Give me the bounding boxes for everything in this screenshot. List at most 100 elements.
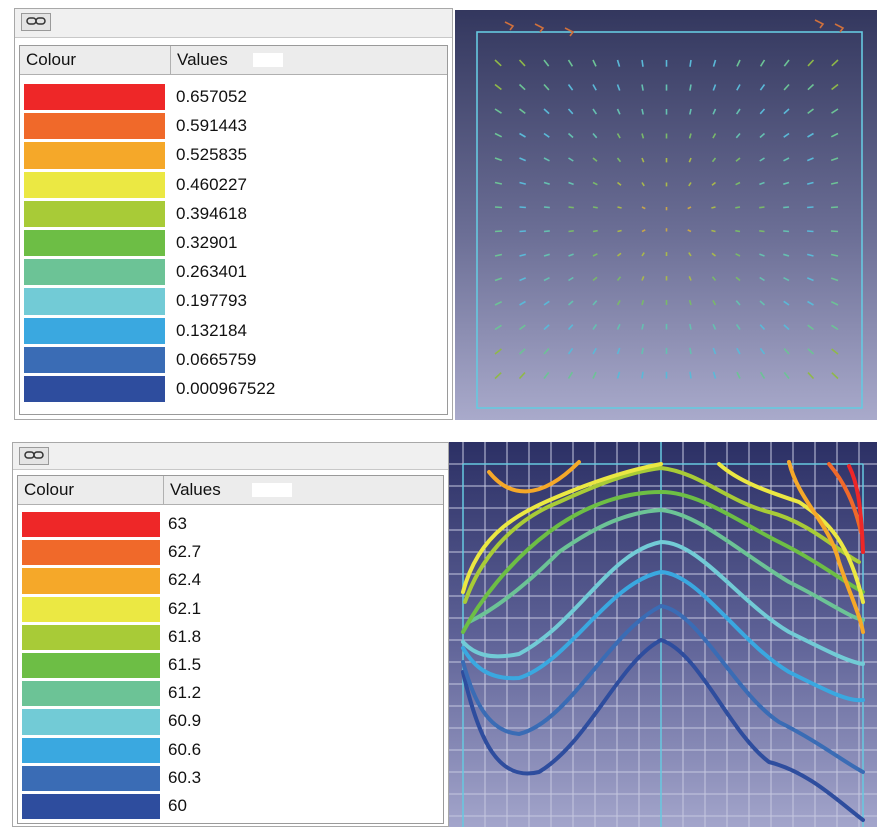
legend-row: 0.591443 bbox=[20, 111, 447, 140]
velocity-arrow bbox=[543, 348, 550, 355]
colour-column-header[interactable]: Colour bbox=[20, 46, 171, 74]
legend-value[interactable]: 0.591443 bbox=[176, 116, 247, 136]
colour-column-header[interactable]: Colour bbox=[18, 476, 164, 504]
legend-row: 60 bbox=[18, 792, 443, 820]
colour-swatch[interactable] bbox=[24, 376, 165, 403]
velocity-arrow bbox=[687, 229, 692, 233]
legend-value[interactable]: 63 bbox=[168, 514, 187, 533]
colour-swatch[interactable] bbox=[22, 737, 160, 763]
legend-value[interactable]: 0.525835 bbox=[176, 145, 247, 165]
velocity-arrow bbox=[494, 277, 503, 282]
legend-value[interactable]: 0.657052 bbox=[176, 87, 247, 106]
legend-value[interactable]: 60.9 bbox=[168, 711, 202, 731]
legend-value[interactable]: 0.263401 bbox=[176, 262, 247, 282]
velocity-arrow bbox=[807, 324, 814, 331]
velocity-arrow bbox=[519, 253, 526, 257]
legend-value[interactable]: 60.6 bbox=[168, 739, 202, 759]
legend-value[interactable]: 0.132184 bbox=[176, 320, 247, 340]
velocity-arrow bbox=[712, 323, 717, 330]
values-column-header[interactable]: Values bbox=[177, 50, 228, 69]
colour-swatch[interactable] bbox=[22, 540, 160, 566]
velocity-arrow bbox=[759, 230, 765, 233]
colour-swatch[interactable] bbox=[24, 171, 165, 198]
colour-swatch[interactable] bbox=[22, 624, 160, 650]
velocity-arrow bbox=[519, 157, 527, 162]
legend-value[interactable]: 0.000967522 bbox=[176, 379, 276, 398]
legend-table: Colour Values 63 62.7 62.4 62.1 61.8 61.5 61.2… bbox=[17, 475, 444, 824]
legend-value[interactable]: 61.2 bbox=[168, 683, 202, 703]
velocity-arrow bbox=[712, 84, 717, 91]
colour-swatch[interactable] bbox=[22, 596, 160, 622]
velocity-arrow bbox=[759, 371, 766, 379]
velocity-arrow bbox=[641, 252, 645, 257]
velocity-arrow bbox=[759, 276, 765, 282]
legend-value[interactable]: 0.460227 bbox=[176, 174, 247, 194]
velocity-arrow bbox=[592, 108, 598, 115]
colour-swatch[interactable] bbox=[24, 259, 165, 286]
legend-value[interactable]: 0.0665759 bbox=[176, 349, 257, 369]
colour-swatch[interactable] bbox=[22, 568, 160, 594]
velocity-arrow bbox=[830, 277, 839, 282]
velocity-arrow bbox=[783, 181, 790, 185]
velocity-arrow bbox=[830, 230, 839, 233]
velocity-arrow bbox=[711, 252, 716, 257]
velocity-arrow bbox=[807, 132, 814, 138]
legend-value[interactable]: 61.8 bbox=[168, 626, 202, 646]
legend-value[interactable]: 62.7 bbox=[168, 542, 202, 562]
legend-value[interactable]: 61.5 bbox=[168, 655, 202, 674]
legend-value[interactable]: 0.32901 bbox=[176, 233, 238, 252]
colour-swatch[interactable] bbox=[24, 317, 165, 344]
colour-swatch[interactable] bbox=[22, 709, 160, 735]
colour-swatch[interactable] bbox=[24, 84, 165, 111]
velocity-arrow bbox=[543, 59, 550, 67]
velocity-arrow bbox=[688, 133, 692, 139]
velocity-arrow bbox=[783, 348, 790, 355]
velocity-arrow bbox=[735, 323, 741, 330]
colour-swatch[interactable] bbox=[22, 794, 160, 820]
velocity-arrow bbox=[735, 253, 741, 257]
colour-swatch[interactable] bbox=[22, 765, 160, 791]
legend-row: 62.7 bbox=[18, 538, 443, 566]
velocity-arrow bbox=[494, 59, 502, 67]
legend-value[interactable]: 60.3 bbox=[168, 767, 202, 787]
velocity-arrow bbox=[592, 276, 598, 282]
legend-row: 0.263401 bbox=[20, 257, 447, 286]
colour-swatch[interactable] bbox=[24, 113, 165, 140]
colour-swatch[interactable] bbox=[24, 230, 165, 257]
contour-view[interactable] bbox=[449, 442, 877, 827]
velocity-arrow bbox=[494, 206, 503, 209]
velocity-arrow bbox=[519, 206, 526, 209]
legend-row: 61.8 bbox=[18, 623, 443, 651]
velocity-arrow bbox=[534, 23, 545, 33]
velocity-arrow bbox=[831, 108, 839, 114]
values-column-header[interactable]: Values bbox=[170, 480, 221, 499]
velocity-arrow bbox=[519, 132, 526, 138]
velocity-arrow bbox=[494, 348, 502, 355]
colour-swatch[interactable] bbox=[22, 653, 160, 679]
velocity-arrow bbox=[568, 230, 574, 233]
colour-swatch[interactable] bbox=[24, 346, 165, 373]
legend-row: 60.3 bbox=[18, 764, 443, 792]
velocity-arrow bbox=[807, 83, 815, 91]
link-toggle-button[interactable] bbox=[19, 447, 49, 465]
velocity-arrow bbox=[616, 323, 621, 330]
legend-value[interactable]: 60 bbox=[168, 796, 187, 815]
legend-value[interactable]: 62.4 bbox=[168, 570, 202, 590]
vector-field-view[interactable] bbox=[455, 10, 877, 420]
colour-swatch[interactable] bbox=[24, 288, 165, 315]
velocity-arrow bbox=[806, 157, 814, 162]
velocity-arrow bbox=[711, 206, 716, 209]
legend-value[interactable]: 62.1 bbox=[168, 598, 202, 618]
colour-swatch[interactable] bbox=[24, 142, 165, 169]
colour-swatch[interactable] bbox=[22, 512, 160, 538]
velocity-arrow bbox=[518, 59, 526, 67]
colour-swatch[interactable] bbox=[24, 200, 165, 227]
legend-value[interactable]: 0.394618 bbox=[176, 203, 247, 223]
link-toggle-button[interactable] bbox=[21, 13, 51, 31]
velocity-arrow bbox=[641, 299, 645, 306]
velocity-arrow bbox=[830, 206, 839, 209]
colour-swatch[interactable] bbox=[22, 681, 160, 707]
legend-value[interactable]: 0.197793 bbox=[176, 291, 247, 311]
velocity-arrow bbox=[543, 206, 550, 209]
velocity-arrow bbox=[807, 206, 814, 209]
